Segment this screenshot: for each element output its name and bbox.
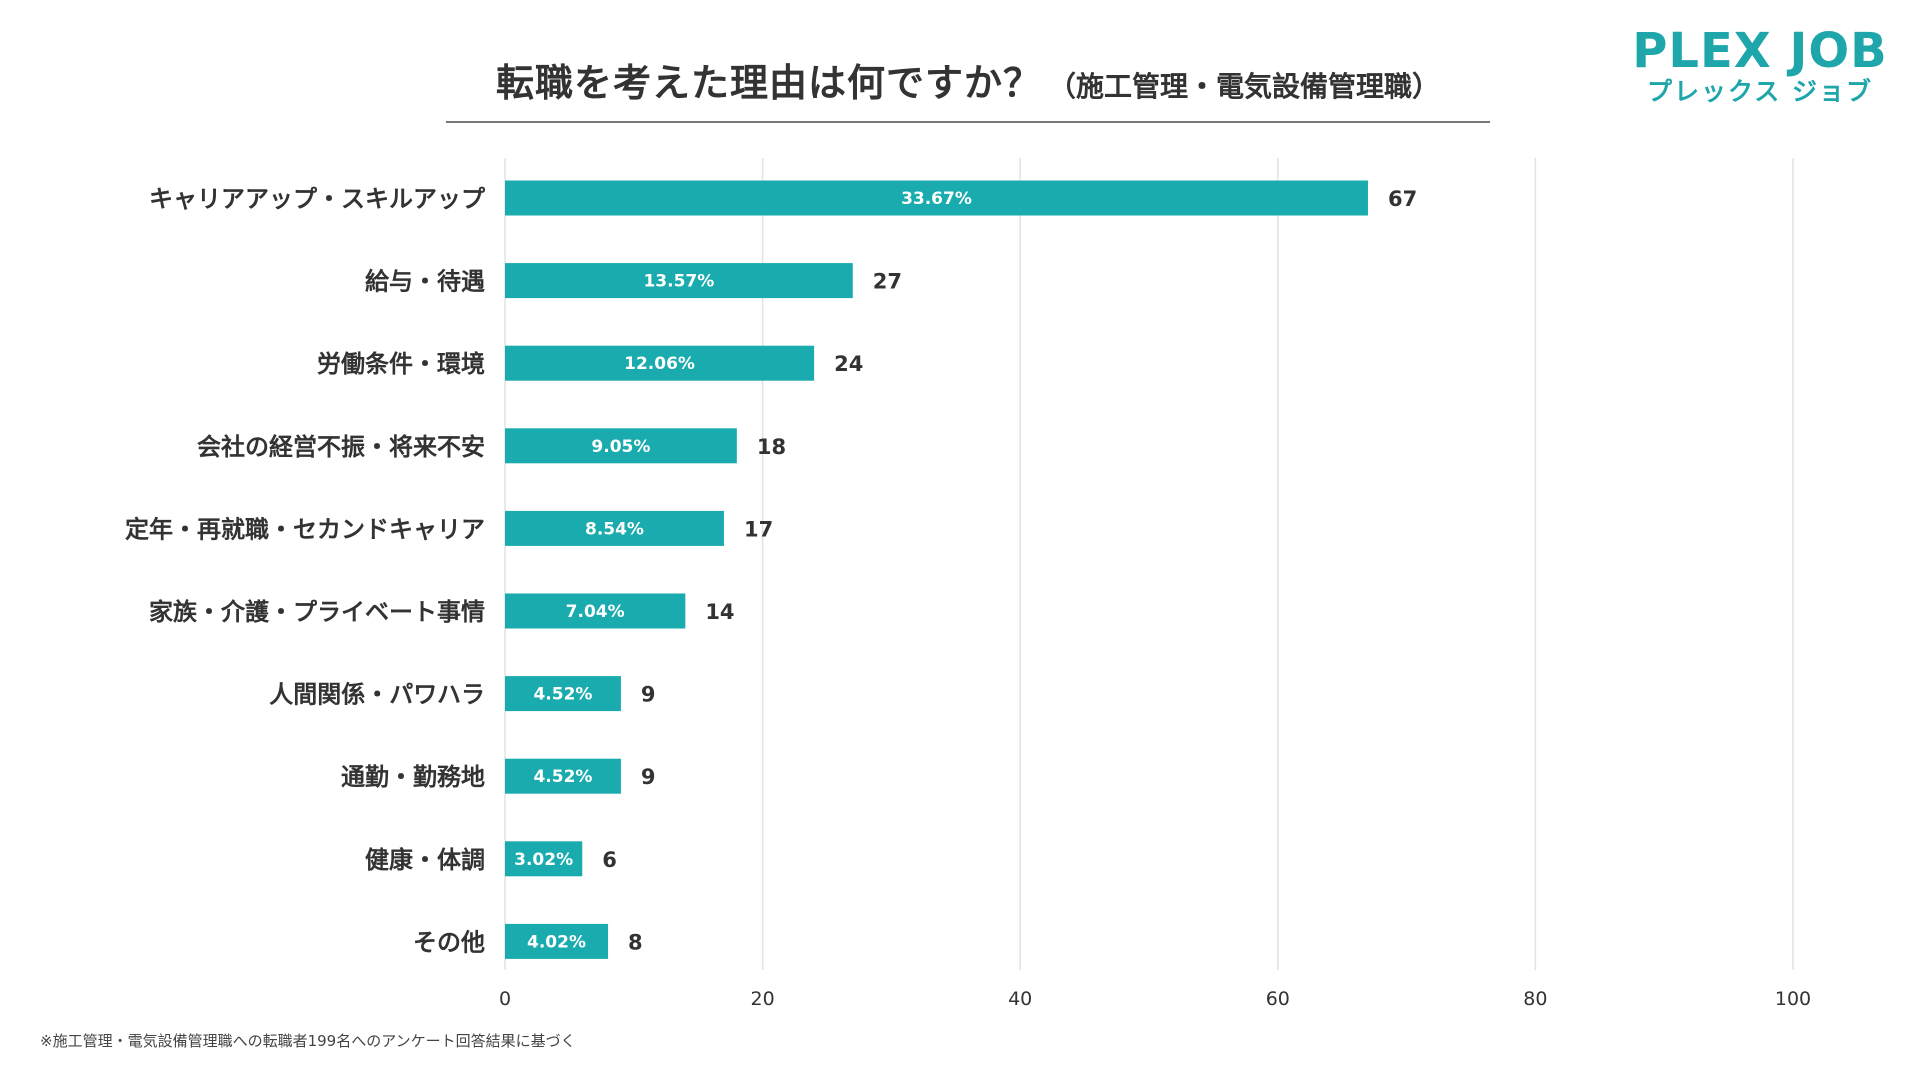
category-label: 人間関係・パワハラ <box>269 681 485 709</box>
bar-percent-label: 8.54% <box>585 519 644 539</box>
category-label: 通勤・勤務地 <box>341 763 485 791</box>
bar-value-label: 27 <box>873 270 902 294</box>
bar-value-label: 8 <box>628 930 643 954</box>
bars <box>505 180 1368 959</box>
bar-value-label: 18 <box>757 435 786 459</box>
bar <box>505 758 621 794</box>
bar <box>505 428 737 464</box>
brand-logo: PLEX JOB プレックス ジョブ <box>1620 24 1900 106</box>
category-label: 給与・待遇 <box>365 268 485 296</box>
bar-percent-label: 7.04% <box>566 602 625 622</box>
bar-value-label: 9 <box>641 683 656 707</box>
logo-kana: プレックス ジョブ <box>1647 77 1873 106</box>
category-label: 労働条件・環境 <box>317 350 485 378</box>
category-label: 会社の経営不振・将来不安 <box>197 433 485 461</box>
chart-subtitle: （施工管理・電気設備管理職） <box>1048 70 1441 103</box>
bar-percent-label: 4.52% <box>533 685 592 705</box>
chart-title-block: 転職を考えた理由は何ですか？ （施工管理・電気設備管理職） <box>446 52 1490 123</box>
bar-percent-label: 4.02% <box>527 932 586 952</box>
category-label: 家族・介護・プライベート事情 <box>149 598 485 626</box>
chart-title: 転職を考えた理由は何ですか？ <box>495 61 1042 105</box>
bar <box>505 676 621 712</box>
category-label: その他 <box>413 928 485 956</box>
category-label: キャリアアップ・スキルアップ <box>149 185 486 213</box>
x-tick-label: 20 <box>751 988 775 1010</box>
category-label: 健康・体調 <box>365 846 485 874</box>
x-tick-label: 100 <box>1775 988 1811 1010</box>
bar-percent-label: 13.57% <box>643 272 714 292</box>
x-tick-label: 0 <box>499 988 511 1010</box>
logo-wordmark: PLEX JOB <box>1632 23 1888 79</box>
bar <box>505 263 853 299</box>
bar-value-label: 6 <box>602 848 617 872</box>
bar <box>505 923 609 959</box>
bar-percent-label: 33.67% <box>901 189 972 209</box>
footnote: ※施工管理・電気設備管理職への転職者199名へのアンケート回答結果に基づく <box>40 1032 576 1050</box>
bar <box>505 180 1368 216</box>
bar <box>505 593 686 629</box>
bar-percent-label: 4.52% <box>533 767 592 787</box>
bar-percent-label: 12.06% <box>624 354 695 374</box>
labels: 0 20 40 60 80 100 キャリアアップ・スキルアップ 33.67% 67 給与・待遇 1… <box>125 185 1811 1010</box>
bar-value-label: 14 <box>705 600 734 624</box>
x-tick-label: 40 <box>1008 988 1032 1010</box>
bar-value-label: 17 <box>744 517 773 541</box>
x-tick-label: 80 <box>1523 988 1547 1010</box>
bar <box>505 510 724 546</box>
bar-percent-label: 3.02% <box>514 850 573 870</box>
bar-value-label: 9 <box>641 765 656 789</box>
x-tick-label: 60 <box>1266 988 1290 1010</box>
bar-percent-label: 9.05% <box>591 437 650 457</box>
bar <box>505 345 815 381</box>
category-label: 定年・再就職・セカンドキャリア <box>125 515 485 543</box>
bar <box>505 841 583 877</box>
bar-value-label: 67 <box>1388 187 1417 211</box>
bar-value-label: 24 <box>834 352 863 376</box>
